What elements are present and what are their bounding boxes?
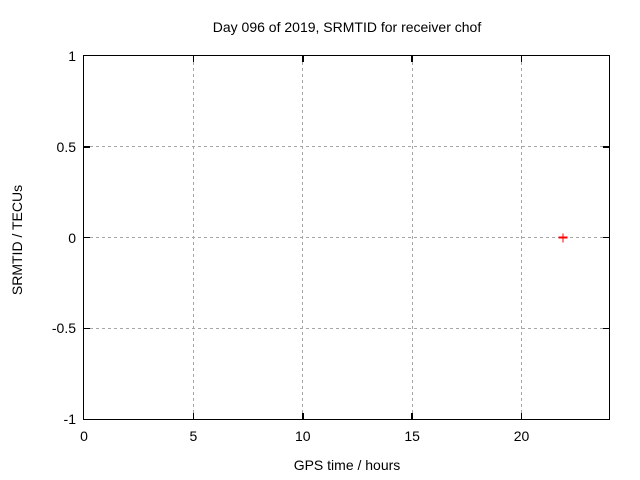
y-tick-mark-right (603, 236, 609, 239)
x-tick-mark-top (192, 56, 195, 62)
y-tick-mark-right (603, 327, 609, 329)
y-tick-mark-left (84, 146, 90, 148)
y-axis-label: SRMTID / TECUs (9, 184, 25, 296)
plot-area: 0 5 10 15 20 1 0.5 0 -0.5 -1 (52, 48, 610, 444)
x-tick-mark-top (302, 56, 304, 62)
x-tick-mark-top (411, 56, 413, 62)
x-tick-mark-bottom (520, 413, 523, 419)
y-tick-label: 0 (68, 229, 76, 246)
x-tick-label: 0 (80, 428, 88, 444)
y-tick-mark-left (84, 327, 90, 329)
x-tick-mark-bottom (302, 413, 304, 419)
y-tick-label: 0.5 (56, 138, 76, 155)
y-tick-label: -1 (63, 411, 76, 427)
marker-vbar (562, 233, 564, 242)
x-tick-label: 15 (404, 428, 420, 444)
y-gridline (84, 327, 609, 329)
x-tick-mark-bottom (411, 413, 413, 419)
y-tick-label: -0.5 (51, 320, 76, 337)
x-tick-label: 20 (513, 428, 530, 444)
x-axis-label: GPS time / hours (293, 457, 401, 473)
y-tick-mark-right (603, 146, 609, 148)
x-tick-mark-top (520, 56, 523, 62)
x-tick-mark-bottom (192, 413, 195, 419)
x-tick-label: 5 (189, 428, 198, 444)
chart-title: Day 096 of 2019, SRMTID for receiver cho… (212, 19, 482, 35)
y-gridline (84, 237, 609, 238)
data-point-marker (558, 233, 568, 242)
y-tick-mark-left (84, 236, 90, 239)
x-tick-label: 10 (294, 428, 311, 444)
y-gridline (84, 146, 609, 148)
y-tick-label: 1 (68, 48, 76, 64)
